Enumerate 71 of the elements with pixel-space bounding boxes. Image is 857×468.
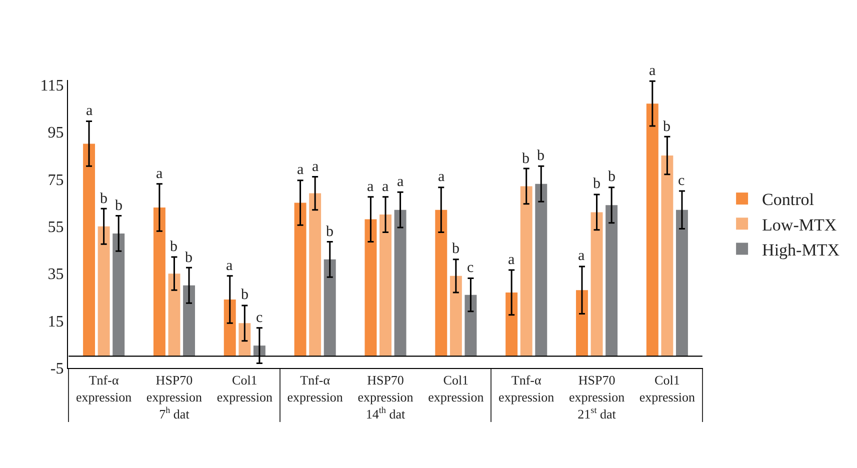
text: 7$^{h}$ dat bbox=[159, 405, 190, 422]
bar bbox=[224, 300, 236, 356]
data-label: a bbox=[382, 179, 389, 195]
bar bbox=[590, 212, 603, 356]
data-label: b bbox=[522, 151, 530, 167]
bar bbox=[168, 274, 180, 356]
data-label: b bbox=[326, 224, 334, 240]
x-tick-label: Col1 expression bbox=[428, 372, 484, 405]
legend-label: Low-MTX bbox=[762, 215, 837, 234]
data-label: a bbox=[312, 159, 319, 175]
data-label: b bbox=[452, 241, 460, 257]
data-label: a bbox=[86, 103, 93, 119]
data-label: b bbox=[170, 239, 178, 255]
bar bbox=[294, 202, 306, 356]
y-tick-label: 35 bbox=[48, 266, 64, 284]
bar bbox=[83, 144, 96, 356]
data-label: a bbox=[508, 252, 515, 268]
bar bbox=[153, 207, 166, 356]
y-tick-label: 55 bbox=[48, 218, 64, 236]
data-label: b bbox=[593, 176, 600, 192]
bar bbox=[661, 156, 674, 356]
data-label: a bbox=[156, 166, 163, 182]
bar bbox=[520, 186, 532, 356]
y-tick-label: 75 bbox=[48, 172, 64, 189]
bar bbox=[98, 226, 110, 356]
bar bbox=[364, 219, 377, 356]
data-label: b bbox=[608, 169, 616, 185]
data-label: a bbox=[649, 63, 656, 79]
data-label: b bbox=[241, 287, 248, 303]
bar bbox=[676, 210, 688, 356]
bar bbox=[394, 210, 406, 356]
data-label: a bbox=[367, 179, 374, 195]
bar bbox=[576, 290, 588, 356]
x-tick-label: Col1 expression bbox=[639, 372, 696, 405]
y-tick-label: -5 bbox=[50, 360, 64, 378]
text: 21$^{st}$ dat bbox=[578, 405, 616, 422]
bar bbox=[606, 205, 618, 356]
bar bbox=[309, 193, 322, 356]
data-label: a bbox=[578, 248, 585, 264]
y-tick-label: 95 bbox=[48, 124, 64, 142]
data-label: a bbox=[226, 258, 233, 274]
bar bbox=[324, 259, 336, 356]
data-label: c bbox=[256, 310, 263, 326]
bar bbox=[183, 285, 196, 356]
y-tick-label: 115 bbox=[40, 77, 64, 94]
data-label: a bbox=[297, 162, 304, 178]
bar bbox=[380, 214, 392, 356]
bar bbox=[112, 233, 125, 356]
x-tick-label: Tnf-α expression bbox=[76, 372, 132, 405]
x-tick-label: Tnf-α expression bbox=[498, 372, 555, 405]
bar bbox=[464, 294, 477, 356]
bar bbox=[646, 104, 658, 356]
x-tick-label: Tnf-α expression bbox=[287, 372, 344, 405]
data-label: b bbox=[100, 191, 108, 207]
bar bbox=[450, 276, 462, 356]
data-label: a bbox=[397, 174, 404, 190]
bar bbox=[535, 184, 548, 356]
data-label: b bbox=[663, 119, 670, 135]
data-label: c bbox=[467, 260, 474, 276]
bar bbox=[506, 292, 518, 356]
legend-label: Control bbox=[762, 190, 814, 210]
bar bbox=[435, 210, 448, 356]
data-label: c bbox=[678, 173, 685, 189]
legend-label: High-MTX bbox=[762, 240, 840, 260]
data-label: b bbox=[537, 148, 544, 164]
text: 14$^{th}$ dat bbox=[366, 405, 406, 422]
data-label: b bbox=[115, 198, 122, 214]
data-label: a bbox=[438, 169, 445, 185]
data-label: b bbox=[185, 250, 192, 266]
y-tick-label: 15 bbox=[48, 313, 64, 330]
x-tick-label: Col1 expression bbox=[216, 372, 273, 405]
